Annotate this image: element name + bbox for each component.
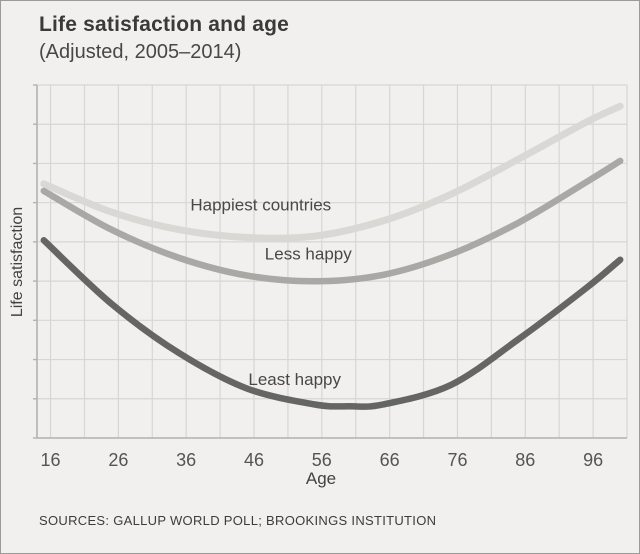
x-tick-label: 26 — [108, 450, 128, 470]
x-tick-label: 86 — [515, 450, 535, 470]
x-tick-label: 96 — [583, 450, 603, 470]
y-axis-label: Life satisfaction — [9, 206, 26, 317]
x-tick-label: 66 — [380, 450, 400, 470]
x-tick-label: 76 — [447, 450, 467, 470]
series-label-less-happy: Less happy — [265, 245, 352, 264]
x-axis-label: Age — [305, 469, 337, 488]
series-label-happiest-countries: Happiest countries — [190, 195, 331, 214]
curve-happiest-countries — [40, 102, 624, 242]
line-chart: Happiest countries Less happy Least happy 1… — [33, 84, 628, 470]
curve-least-happy — [40, 237, 624, 410]
x-tick-label: 56 — [312, 450, 332, 470]
curve-less-happy — [40, 157, 624, 285]
series-label-least-happy: Least happy — [248, 370, 341, 389]
chart-title: Life satisfaction and age — [39, 13, 290, 36]
source-attribution: SOURCES: GALLUP WORLD POLL; BROOKINGS IN… — [39, 513, 437, 528]
x-tick-label: 46 — [244, 450, 264, 470]
x-tick-label: 16 — [41, 450, 61, 470]
y-axis-label-wrap: Life satisfaction — [5, 85, 31, 438]
x-tick-label: 36 — [176, 450, 196, 470]
chart-subtitle: (Adjusted, 2005–2014) — [39, 41, 242, 63]
